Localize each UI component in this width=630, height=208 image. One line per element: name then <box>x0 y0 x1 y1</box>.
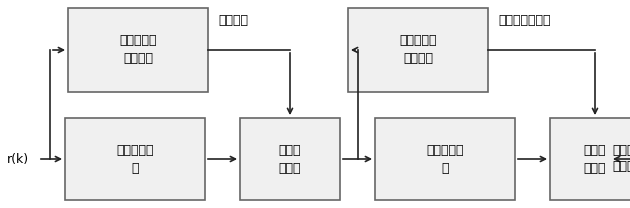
Bar <box>68 8 208 92</box>
Text: 第一级定时
同步模块: 第一级定时 同步模块 <box>119 35 157 66</box>
Text: r(k): r(k) <box>7 152 29 166</box>
Bar <box>240 118 340 200</box>
Text: 突发位置: 突发位置 <box>218 14 248 27</box>
Bar <box>375 118 515 200</box>
Text: 第二缓存模
块: 第二缓存模 块 <box>427 144 464 175</box>
Text: 第一抽
取模块: 第一抽 取模块 <box>278 144 301 175</box>
Bar <box>348 8 488 92</box>
Bar <box>65 118 205 200</box>
Bar <box>550 118 630 200</box>
Text: 突发最佳采样点: 突发最佳采样点 <box>498 14 551 27</box>
Text: 最佳采
样序列: 最佳采 样序列 <box>612 145 630 173</box>
Text: 第二级定时
同步模块: 第二级定时 同步模块 <box>399 35 437 66</box>
Text: 第二抽
取模块: 第二抽 取模块 <box>584 144 606 175</box>
Text: 第一缓存模
块: 第一缓存模 块 <box>117 144 154 175</box>
